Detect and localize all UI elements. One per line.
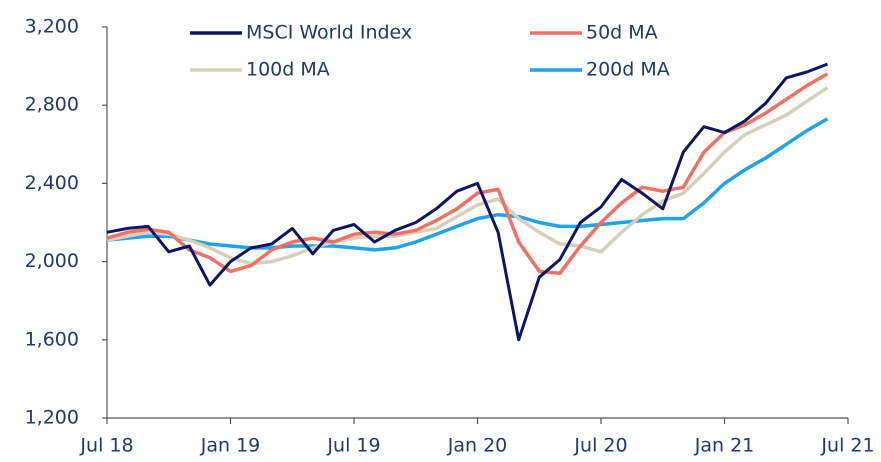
x-tick-label: Jul 19 xyxy=(326,435,380,457)
series-line xyxy=(106,117,829,252)
y-tick-label: 1,200 xyxy=(25,407,79,429)
y-tick-label: 3,200 xyxy=(25,16,79,38)
y-tick-label: 2,000 xyxy=(25,250,79,272)
x-tick-label: Jul 21 xyxy=(820,435,874,457)
series-line xyxy=(106,86,829,266)
x-tick-label: Jan 20 xyxy=(447,435,508,457)
x-tick-label: Jul 20 xyxy=(573,435,627,457)
legend-label: 50d MA xyxy=(586,22,658,44)
series-line xyxy=(106,72,829,276)
x-tick-label: Jul 18 xyxy=(79,435,133,457)
legend-label: MSCI World Index xyxy=(246,22,412,44)
y-tick-label: 2,400 xyxy=(25,172,79,194)
legend-label: 100d MA xyxy=(246,59,330,81)
x-tick-label: Jan 21 xyxy=(694,435,755,457)
series-line xyxy=(106,62,828,342)
y-tick-label: 2,800 xyxy=(25,94,79,116)
legend-label: 200d MA xyxy=(586,59,670,81)
x-tick-label: Jan 19 xyxy=(200,435,261,457)
y-tick-label: 1,600 xyxy=(25,328,79,350)
